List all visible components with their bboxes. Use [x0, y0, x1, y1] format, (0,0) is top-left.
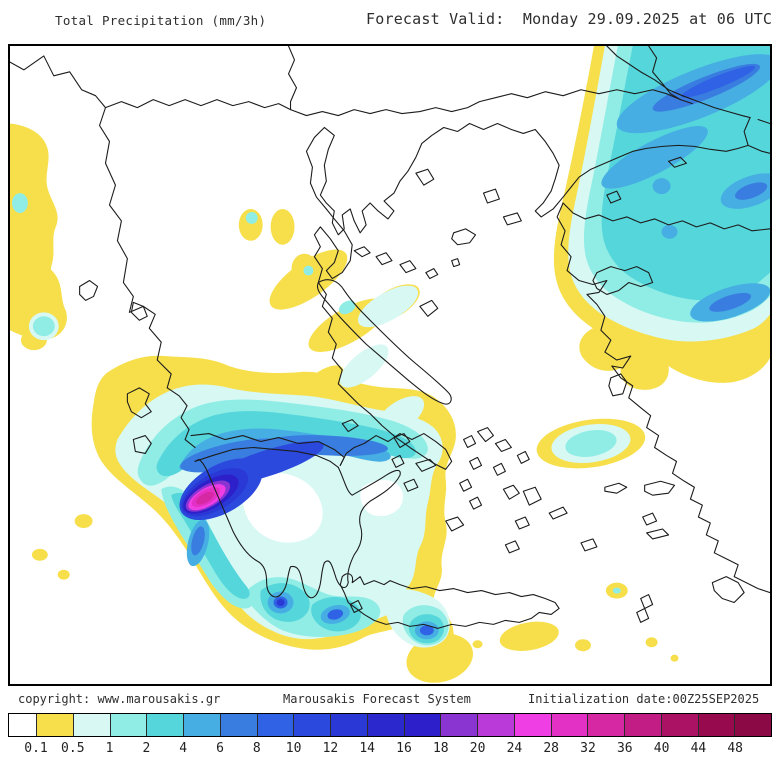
coastline-north-aegean: [305, 122, 749, 236]
legend-cell: [698, 714, 736, 736]
legend-labels: 0.1 0.5 1 2 4 6 8 10 12 14 16 18 20 24 28 32 36 40 44 48: [8, 741, 772, 759]
legend-label: 28: [543, 741, 560, 756]
legend-label: 0.1: [24, 741, 48, 756]
legend-label: 24: [506, 741, 523, 756]
border-vertical: [287, 46, 298, 111]
ionian-islands: [79, 279, 363, 613]
coastline-black-sea: [606, 46, 751, 119]
precipitation-map: [10, 46, 770, 683]
coastlines-and-borders: [10, 46, 770, 629]
footer-system-name: Marousakis Forecast System: [283, 692, 471, 706]
legend-cell: [551, 714, 589, 736]
legend-label: 44: [690, 741, 707, 756]
page-title: Total Precipitation (mm/3h): [55, 13, 267, 28]
legend-cell: [184, 714, 221, 736]
coastline-central-greece: [313, 208, 453, 470]
legend-cell: [147, 714, 184, 736]
precip-level-royal-blue: [273, 65, 756, 636]
legend-label: 10: [285, 741, 302, 756]
map-frame: [8, 44, 772, 686]
legend-cell: [257, 714, 295, 736]
forecast-valid-text: Forecast Valid: Monday 29.09.2025 at 06 …: [366, 10, 773, 28]
legend-cell: [514, 714, 552, 736]
legend-label: 1: [105, 741, 114, 756]
legend-cell: [735, 714, 771, 736]
legend-cell: [478, 714, 515, 736]
footer-initialization-date: Initialization date:00Z25SEP2025: [528, 692, 760, 706]
legend-cell: [37, 714, 74, 736]
dodecanese-islands: [604, 480, 745, 623]
legend-label: 40: [653, 741, 670, 756]
legend-cell-below-min: [9, 714, 37, 736]
legend-cell: [625, 714, 662, 736]
legend-label: 48: [727, 741, 744, 756]
north-aegean-islands: [353, 156, 687, 397]
coastline-crete: [339, 573, 560, 629]
legend-label: 32: [580, 741, 596, 756]
legend-label: 14: [359, 741, 376, 756]
legend-label: 2: [142, 741, 151, 756]
legend-cell: [367, 714, 405, 736]
legend-cell: [404, 714, 442, 736]
cyclades-islands: [445, 427, 598, 554]
legend-cell: [331, 714, 368, 736]
coastline-bosphorus: [743, 117, 751, 146]
border-north: [289, 89, 682, 117]
border-west: [104, 99, 292, 111]
legend-label: 16: [396, 741, 412, 756]
saronic-islands: [341, 419, 437, 492]
legend-label: 20: [469, 741, 486, 756]
legend-label: 8: [252, 741, 261, 756]
coastline-marmara-south: [562, 202, 770, 232]
legend-label: 36: [616, 741, 633, 756]
footer-copyright: copyright: www.marousakis.gr: [18, 692, 221, 706]
legend-label: 12: [322, 741, 339, 756]
legend-cell: [294, 714, 331, 736]
legend-cell: [220, 714, 258, 736]
coastline-gulf-corinth-north: [190, 433, 345, 466]
legend-label: 18: [432, 741, 449, 756]
legend-cell: [588, 714, 625, 736]
legend-cell: [441, 714, 478, 736]
border-northeast: [648, 46, 693, 105]
legend-label: 4: [179, 741, 188, 756]
coastline-peloponnese: [194, 458, 401, 599]
coastline-peloponnese-north: [194, 446, 339, 468]
coastline-turkey: [556, 202, 770, 594]
legend-cell: [110, 714, 148, 736]
legend-label: 6: [216, 741, 224, 756]
precipitation-areas: [10, 46, 770, 683]
coastline-west: [10, 55, 196, 449]
precip-core-rings: [179, 441, 324, 606]
legend-bar: [8, 713, 772, 737]
legend-cell: [73, 714, 111, 736]
coastline-evia: [316, 279, 452, 405]
legend-label: 0.5: [61, 741, 85, 756]
legend-cell: [661, 714, 699, 736]
